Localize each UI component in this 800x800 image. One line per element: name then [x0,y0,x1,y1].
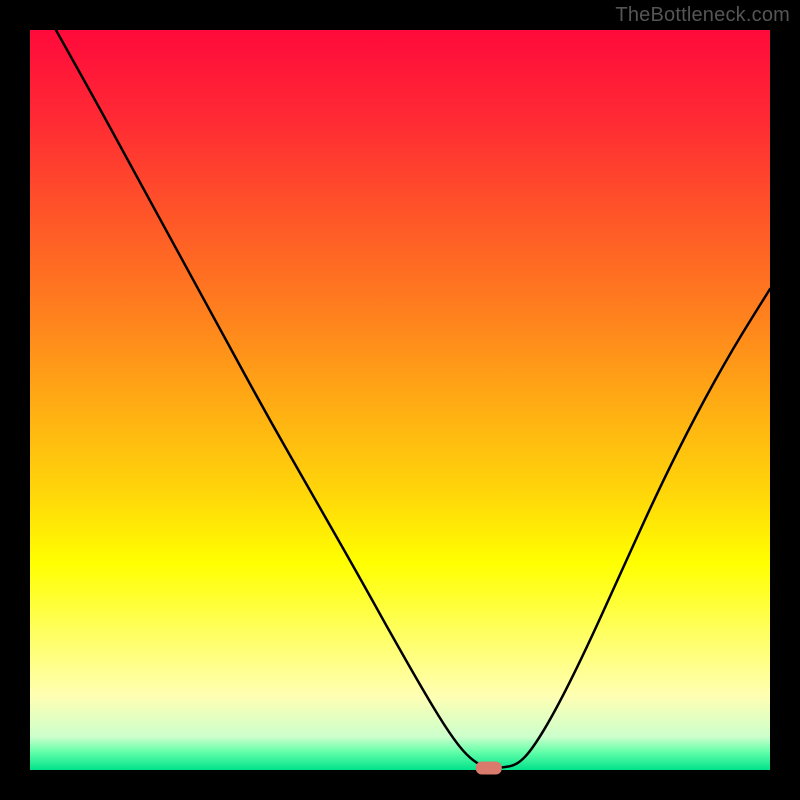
watermark-text: TheBottleneck.com [615,4,790,27]
chart-container: TheBottleneck.com [0,0,800,800]
plot-background [30,30,770,770]
optimal-marker [476,762,502,775]
bottleneck-chart [0,0,800,800]
